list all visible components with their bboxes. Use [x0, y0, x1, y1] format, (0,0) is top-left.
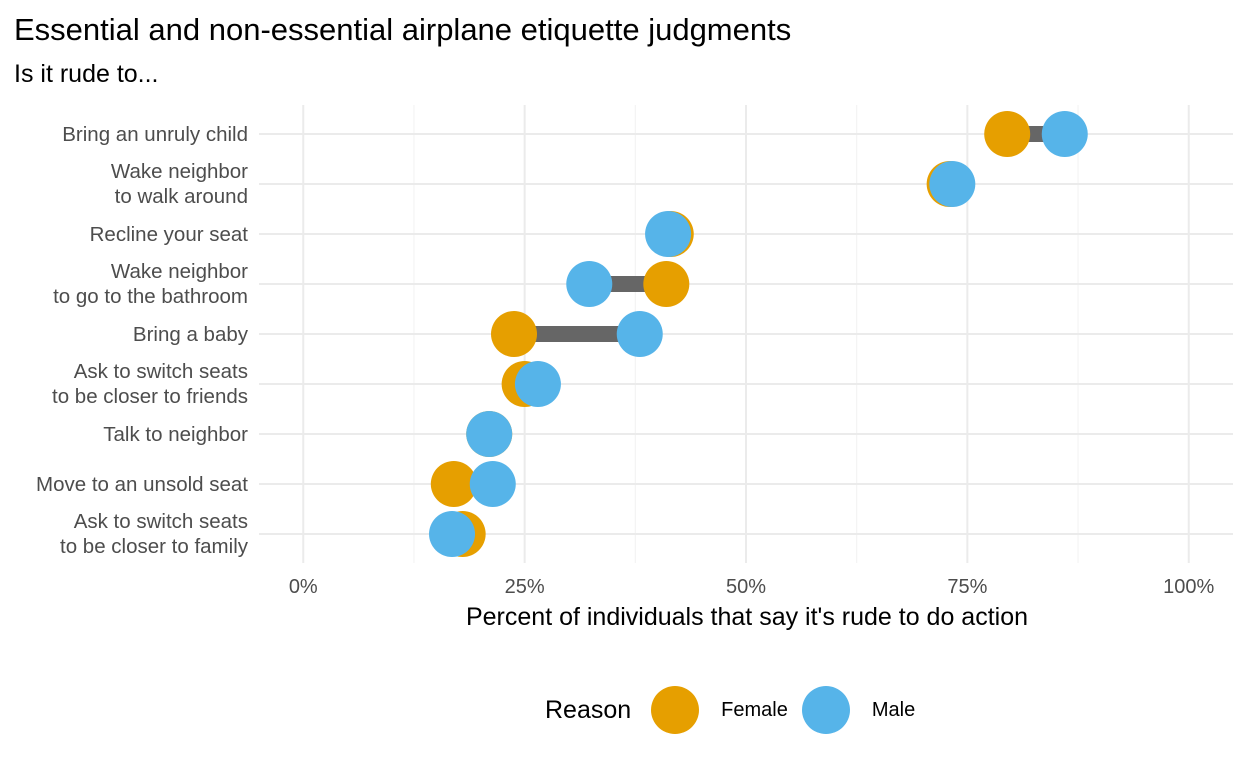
- x-tick-label: 50%: [725, 576, 767, 598]
- category-label: Ask to switch seats to be closer to frie…: [52, 360, 248, 408]
- point-layer: [429, 111, 1088, 557]
- category-label: Wake neighbor to go to the bathroom: [53, 260, 248, 308]
- point-male: [929, 161, 976, 207]
- point-male: [466, 411, 513, 457]
- category-label: Bring an unruly child: [62, 122, 248, 146]
- point-male: [645, 211, 692, 257]
- legend-item-female: Female: [651, 686, 788, 734]
- point-female: [643, 261, 690, 307]
- category-label: Bring a baby: [132, 322, 248, 346]
- chart-subtitle: Is it rude to...: [14, 60, 159, 88]
- legend-item-male: Male: [801, 686, 916, 734]
- chart-title: Essential and non-essential airplane eti…: [14, 12, 792, 47]
- x-axis-title: Percent of individuals that say it's rud…: [465, 603, 1029, 631]
- point-male: [1041, 111, 1088, 157]
- grid-layer: [259, 105, 1233, 563]
- x-tick-label: 0%: [288, 576, 318, 598]
- point-female: [984, 111, 1031, 157]
- point-female: [430, 461, 477, 507]
- legend: Reason Female Male: [545, 686, 929, 734]
- point-male: [616, 311, 663, 357]
- legend-key-male: [801, 686, 850, 734]
- category-label: Recline your seat: [89, 222, 248, 246]
- legend-key-female: [651, 686, 700, 734]
- point-male: [429, 511, 476, 557]
- point-female: [491, 311, 538, 357]
- point-male: [514, 361, 561, 407]
- x-tick-label: 100%: [1163, 576, 1215, 598]
- x-tick-label: 75%: [947, 576, 988, 598]
- legend-label-male: Male: [871, 698, 916, 721]
- category-label: Talk to neighbor: [103, 422, 248, 446]
- x-tick-label: 25%: [504, 576, 545, 598]
- point-male: [566, 261, 613, 307]
- legend-label-female: Female: [721, 698, 788, 721]
- category-label: Wake neighbor to walk around: [110, 160, 248, 208]
- point-male: [469, 461, 516, 507]
- legend-title: Reason: [545, 695, 632, 724]
- category-label: Move to an unsold seat: [36, 472, 248, 496]
- category-label: Ask to switch seats to be closer to fami…: [60, 510, 248, 558]
